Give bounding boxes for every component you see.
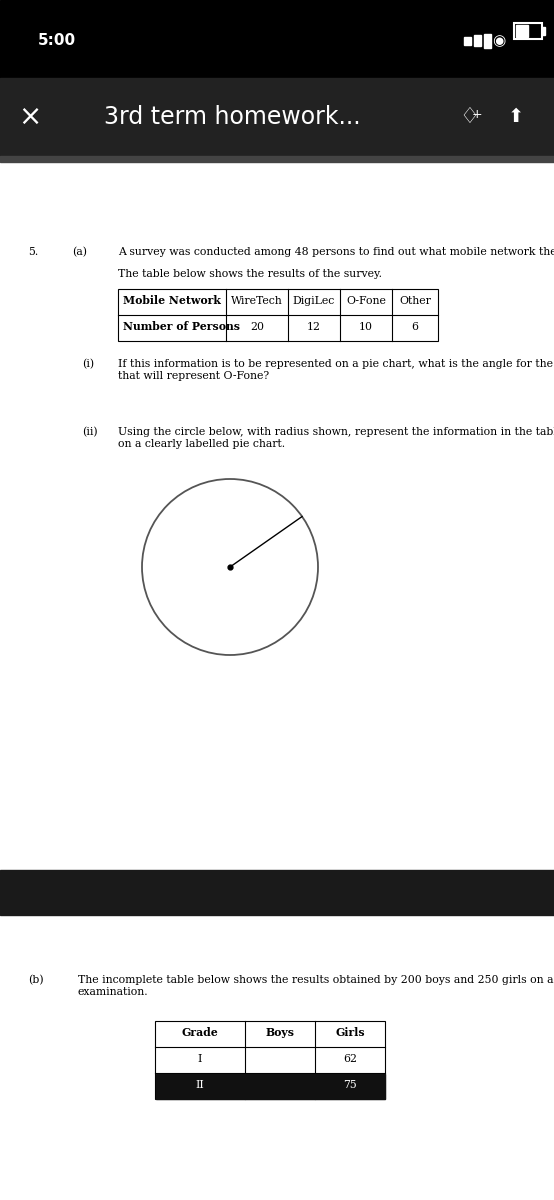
Text: The incomplete table below shows the results obtained by 200 boys and 250 girls : The incomplete table below shows the res…	[78, 974, 554, 996]
Text: 5.: 5.	[28, 247, 38, 257]
Text: II: II	[196, 1080, 204, 1090]
Bar	[542, 28, 545, 35]
Bar	[0, 78, 554, 156]
Text: Using the circle below, with radius shown, represent the information in the tabl: Using the circle below, with radius show…	[118, 427, 554, 449]
Text: ◉: ◉	[493, 34, 506, 48]
Text: ×: ×	[18, 103, 42, 131]
Bar	[516, 25, 528, 37]
Text: WireTech: WireTech	[231, 295, 283, 306]
Text: 20: 20	[250, 322, 264, 331]
Text: The table below shows the results of the survey.: The table below shows the results of the…	[118, 269, 382, 278]
Text: ♢: ♢	[459, 107, 479, 127]
Text: (b): (b)	[28, 974, 44, 985]
Bar	[0, 0, 554, 78]
Text: 6: 6	[412, 322, 418, 331]
Bar	[0, 156, 554, 162]
Text: If this information is to be represented on a pie chart, what is the angle for t: If this information is to be represented…	[118, 359, 554, 380]
Text: (a): (a)	[72, 247, 87, 257]
Text: Mobile Network: Mobile Network	[123, 295, 221, 306]
Bar	[514, 23, 542, 40]
Bar	[118, 289, 438, 341]
Text: Other: Other	[399, 295, 431, 306]
Text: 5:00: 5:00	[38, 34, 76, 48]
Text: I: I	[198, 1054, 202, 1063]
Bar	[484, 34, 491, 48]
Text: 75: 75	[343, 1080, 357, 1090]
Text: Girls: Girls	[335, 1027, 365, 1038]
Bar	[464, 36, 471, 44]
Text: (i): (i)	[82, 359, 94, 370]
Text: 62: 62	[343, 1054, 357, 1063]
Bar	[0, 870, 554, 914]
Text: ⬆: ⬆	[508, 108, 524, 126]
Text: A survey was conducted among 48 persons to find out what mobile network they use: A survey was conducted among 48 persons …	[118, 247, 554, 257]
Text: 12: 12	[307, 322, 321, 331]
Text: O-Fone: O-Fone	[346, 295, 386, 306]
Text: 3rd term homework...: 3rd term homework...	[104, 104, 361, 128]
Text: DigiLec: DigiLec	[293, 295, 335, 306]
Text: Number of Persons: Number of Persons	[123, 322, 240, 332]
Text: Boys: Boys	[265, 1027, 295, 1038]
Bar	[156, 1074, 384, 1098]
Bar	[474, 35, 481, 46]
Text: (ii): (ii)	[82, 427, 98, 437]
Text: 10: 10	[359, 322, 373, 331]
Text: +: +	[472, 108, 483, 121]
Text: Grade: Grade	[182, 1027, 218, 1038]
Bar	[155, 1021, 385, 1099]
